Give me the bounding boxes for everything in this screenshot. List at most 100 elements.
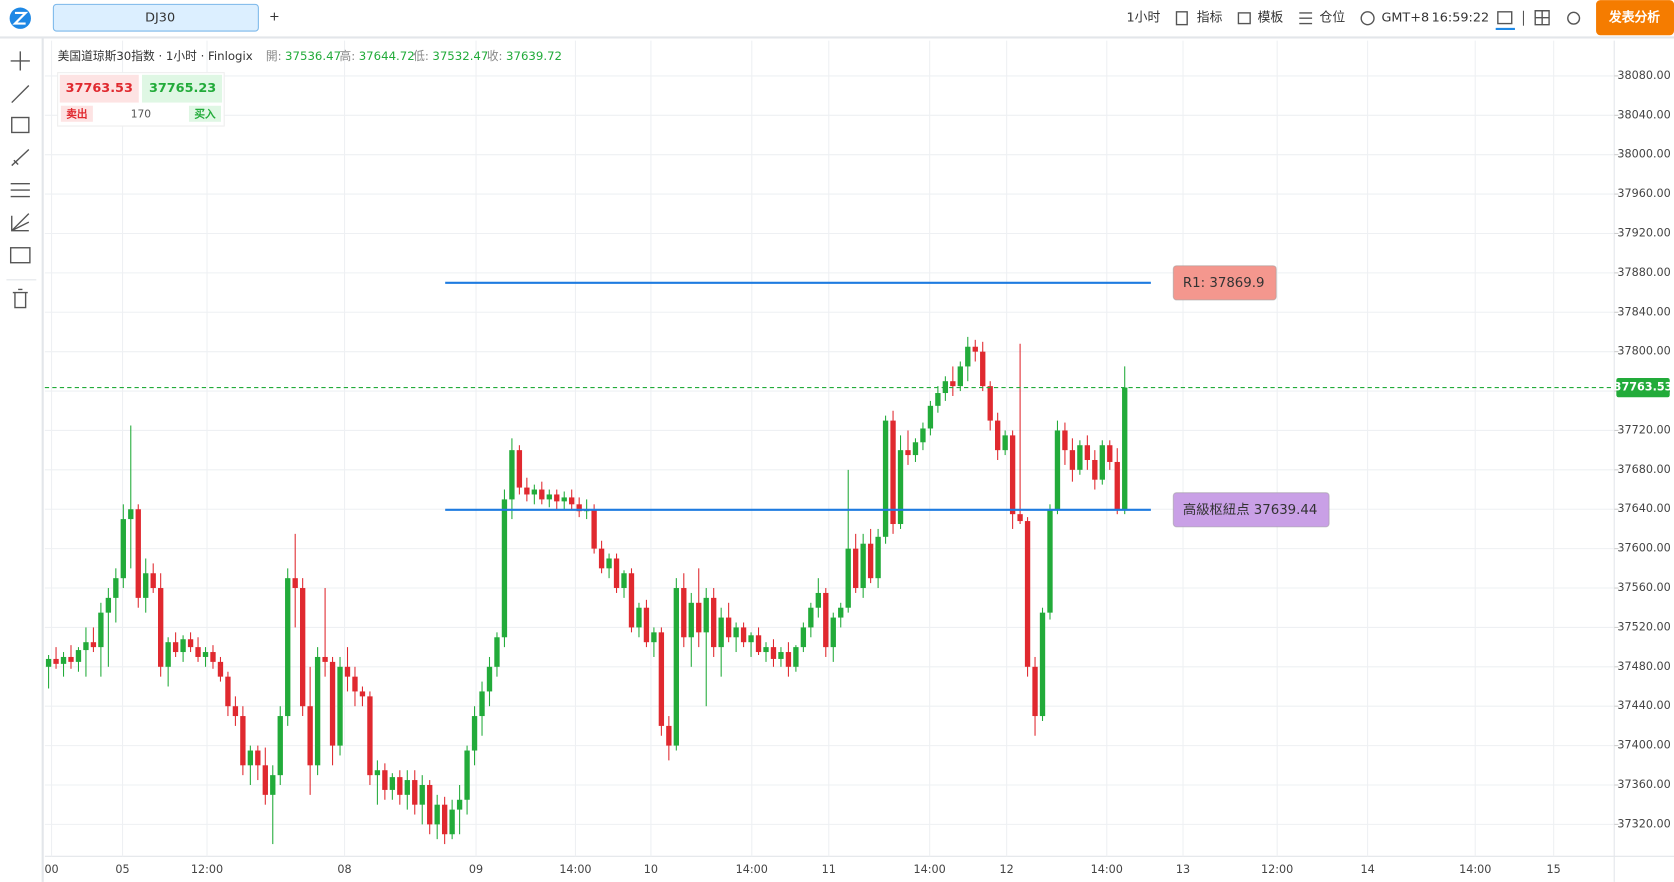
interval[interactable]: 1小时 [1127,11,1161,26]
candle-body [628,573,635,628]
x-tick-label: 14:00 [1091,863,1123,876]
candle-body [987,386,993,421]
indicator-icon [1175,11,1188,26]
candle-body [800,627,807,648]
candle-body [247,750,254,766]
publish-button[interactable] [1596,0,1674,36]
candle-body [905,450,911,456]
candle-body [830,617,836,648]
candle-body [98,612,104,648]
line-tool[interactable] [11,84,30,104]
candle-body [867,543,874,579]
candle-body [367,696,373,776]
quantity[interactable]: 170 [131,107,152,120]
candle-body [486,666,493,692]
candle-body [554,494,560,502]
candle-body [748,635,754,643]
sell-box[interactable] [59,74,139,103]
candle-body [711,597,717,648]
candle-body [853,548,859,589]
close-value: 37639.72 [506,49,562,63]
candle-body [823,592,829,648]
x-tick-label: 15 [1547,863,1561,876]
candle-body [60,656,67,664]
level-label-box [1172,265,1277,301]
timezone[interactable]: GMT+8 [1381,11,1429,26]
candle-body [666,725,672,746]
crosshair-tool[interactable] [10,51,30,71]
y-tick-label: 37960.00 [1617,187,1670,200]
candle-body [202,652,209,657]
x-tick-label: 14:00 [736,863,768,876]
gann-tool[interactable] [11,213,30,232]
fib-tool[interactable] [10,183,30,198]
add-tab[interactable]: + [269,10,280,25]
y-tick-label: 37400.00 [1617,739,1670,752]
candle-body [972,346,978,352]
candle-body [135,509,141,598]
candle-body [120,519,126,579]
candle-body [613,558,620,589]
candle-body [150,573,156,589]
candle-body [882,420,889,537]
positions[interactable]: 仓位 [1320,11,1346,26]
y-tick-label: 37360.00 [1617,778,1670,791]
x-tick-label: 14:00 [559,863,591,876]
candle-body [778,652,784,659]
candle-body [1024,521,1031,667]
candle-body [740,627,747,643]
candle-body [1047,509,1053,613]
text-tool[interactable] [9,247,31,264]
candle-body [598,548,605,569]
x-tick-label: 11 [822,863,836,876]
candle-body [68,656,74,662]
candle-body [875,536,881,579]
grid-icon[interactable] [1534,10,1550,26]
candle-body [494,637,500,667]
candle-body [569,497,575,505]
buy-box[interactable] [141,74,223,103]
candle-body [591,509,597,549]
y-tick-label: 38000.00 [1617,148,1670,161]
y-tick-label: 37600.00 [1617,542,1670,555]
indicators[interactable]: 指标 [1197,11,1223,26]
candle-body [673,588,679,746]
candle-body [1017,514,1023,522]
tab-label: DJ30 [145,11,175,26]
sell-button[interactable] [60,105,93,122]
candle-body [307,706,313,766]
position-icon [1299,12,1313,25]
candle-body [1039,612,1046,717]
candle-body [509,450,515,500]
layout-icon[interactable] [1497,11,1513,25]
buy-button[interactable] [188,105,221,122]
candle-body [479,691,485,717]
channel-tool[interactable] [11,149,30,167]
templates[interactable]: 模板 [1258,11,1284,26]
symbol-tab[interactable] [52,3,259,32]
candle-body [285,578,291,717]
candle-body [464,750,470,800]
candle-body [299,588,306,707]
candle-body [770,647,777,659]
rect-tool[interactable] [11,116,30,134]
delete-tool[interactable] [12,288,28,309]
publish-label: 发表分析 [1608,10,1660,26]
y-tick-label: 37680.00 [1617,463,1670,476]
clock: 16:59:22 [1432,11,1489,26]
last-price-label: 37763.53 [1614,381,1673,394]
candle-body [838,607,844,618]
candle-body [404,780,410,795]
y-tick-label: 37520.00 [1617,620,1670,633]
candle-body [292,578,298,589]
candle-body [935,393,941,406]
candle-body [344,666,351,677]
instrument-title: 美国道琼斯30指数 · 1小时 · Finlogix [58,49,253,63]
candle-body [1114,461,1120,510]
x-tick-label: 12 [1000,863,1014,876]
settings-icon[interactable] [1567,11,1581,25]
candle-body [255,750,261,766]
candle-body [337,666,343,746]
candle-body [217,661,224,677]
candle-body [419,784,425,805]
